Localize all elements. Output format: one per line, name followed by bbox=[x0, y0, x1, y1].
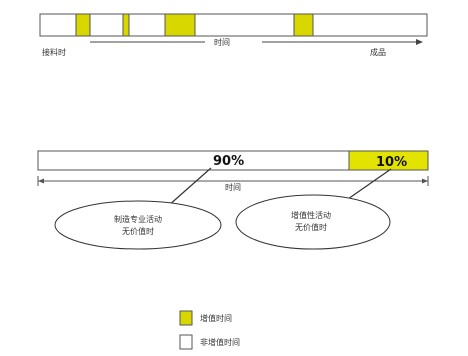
timeline-middle-label: 时间 bbox=[214, 37, 230, 47]
right-callout-line2: 无价值时 bbox=[295, 222, 327, 232]
timeline-frame bbox=[39, 13, 428, 37]
legend-value-added-swatch bbox=[179, 310, 193, 326]
legend-non-value-added-swatch bbox=[179, 334, 193, 350]
arrow-head-icon bbox=[416, 39, 423, 45]
value-added-portion bbox=[348, 150, 429, 171]
right-arrow-head-icon bbox=[422, 178, 428, 184]
left-callout-pointer bbox=[167, 167, 212, 207]
timeline-arrow bbox=[90, 39, 423, 45]
timeline-end-label: 成品 bbox=[370, 47, 386, 57]
right-callout-oval bbox=[235, 194, 391, 250]
legend-non-value-added-label: 非增值时间 bbox=[200, 337, 240, 347]
legend-value-added-label: 增值时间 bbox=[200, 313, 232, 323]
span-dimension bbox=[37, 176, 429, 186]
timeline-bar bbox=[39, 13, 428, 37]
timeline-start-label: 接料时 bbox=[42, 47, 66, 57]
value-added-segment bbox=[75, 13, 91, 37]
left-callout-line2: 无价值时 bbox=[122, 226, 154, 236]
legend bbox=[179, 310, 193, 350]
value-added-segment bbox=[164, 13, 196, 37]
value-percent-label: 10% bbox=[376, 155, 407, 170]
span-label: 时间 bbox=[225, 182, 241, 192]
left-arrow-head-icon bbox=[38, 178, 44, 184]
right-callout-pointer bbox=[347, 168, 392, 200]
left-callout bbox=[54, 167, 222, 250]
value-added-segment bbox=[293, 13, 314, 37]
non-value-percent-label: 90% bbox=[213, 154, 244, 169]
right-callout-line1: 增值性活动 bbox=[291, 210, 331, 220]
left-callout-oval bbox=[54, 200, 222, 250]
value-added-segment bbox=[122, 13, 130, 37]
left-callout-line1: 制造专业活动 bbox=[114, 214, 162, 224]
right-callout bbox=[235, 168, 392, 250]
ratio-bar bbox=[37, 150, 429, 171]
